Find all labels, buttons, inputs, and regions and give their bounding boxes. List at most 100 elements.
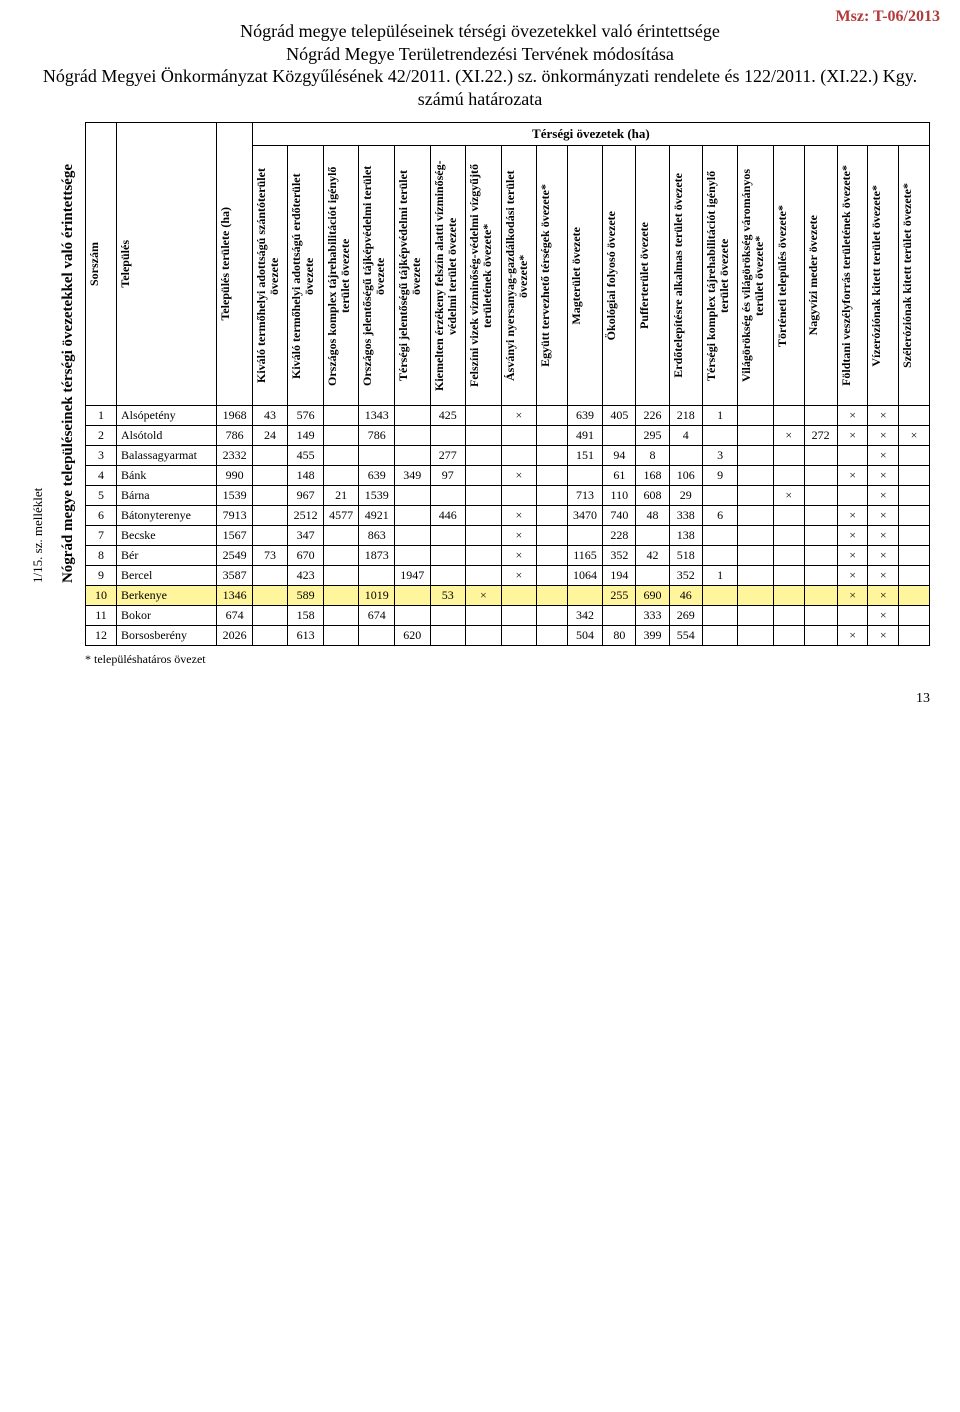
cell-value: [899, 606, 930, 626]
side-labels: 1/15. sz. melléklet Nógrád megye települ…: [30, 162, 77, 585]
cell-value: 690: [636, 586, 669, 606]
cell-value: [537, 526, 568, 546]
cell-value: [899, 586, 930, 606]
cell-value: [837, 446, 868, 466]
cell-value: ×: [501, 406, 537, 426]
cell-value: [323, 426, 359, 446]
cell-value: ×: [501, 506, 537, 526]
cell-value: [537, 506, 568, 526]
cell-value: ×: [501, 566, 537, 586]
appendix-label: 1/15. sz. melléklet: [30, 162, 46, 585]
row-number: 6: [86, 506, 117, 526]
cell-value: 97: [430, 466, 466, 486]
cell-value: 347: [288, 526, 324, 546]
cell-value: [899, 466, 930, 486]
cell-value: 674: [217, 606, 252, 626]
cell-value: [394, 546, 430, 566]
settlement-name: Bokor: [116, 606, 216, 626]
cell-value: [466, 566, 502, 586]
cell-value: [430, 526, 466, 546]
cell-value: [636, 526, 669, 546]
cell-value: [567, 526, 602, 546]
table-row: 4Bánk99014863934997×611681069××: [86, 466, 930, 486]
cell-value: ×: [837, 586, 868, 606]
header-line1: Nógrád megye településeinek térségi övez…: [30, 20, 930, 43]
cell-value: [899, 626, 930, 646]
cell-value: 277: [430, 446, 466, 466]
cell-value: 3: [702, 446, 738, 466]
cell-value: ×: [501, 546, 537, 566]
cell-value: 990: [217, 466, 252, 486]
cell-value: 42: [636, 546, 669, 566]
row-number: 1: [86, 406, 117, 426]
cell-value: 94: [603, 446, 636, 466]
cell-value: [773, 406, 804, 426]
cell-value: 333: [636, 606, 669, 626]
cell-value: [702, 626, 738, 646]
cell-value: [323, 546, 359, 566]
cell-value: [537, 486, 568, 506]
cell-value: [899, 566, 930, 586]
cell-value: 61: [603, 466, 636, 486]
cell-value: 554: [669, 626, 702, 646]
cell-value: 1947: [394, 566, 430, 586]
cell-value: 1567: [217, 526, 252, 546]
cell-value: [501, 606, 537, 626]
col-header: Térségi jelentőségű tájképvédelmi terüle…: [394, 146, 430, 406]
cell-value: 1: [702, 566, 738, 586]
cell-value: [899, 406, 930, 426]
col-header: Világörökség és világörökség várományos …: [738, 146, 774, 406]
cell-value: ×: [773, 426, 804, 446]
col-header: Kiváló termőhelyi adottságú szántóterüle…: [252, 146, 288, 406]
cell-value: ×: [868, 626, 899, 646]
cell-value: [501, 486, 537, 506]
col-header: Magterület övezete: [567, 146, 602, 406]
cell-value: [738, 526, 774, 546]
cell-value: 138: [669, 526, 702, 546]
cell-value: 272: [804, 426, 837, 446]
cell-value: [567, 586, 602, 606]
cell-value: [537, 426, 568, 446]
settlement-name: Alsópetény: [116, 406, 216, 426]
cell-value: [537, 406, 568, 426]
cell-value: [323, 446, 359, 466]
cell-value: [773, 546, 804, 566]
cell-value: [537, 546, 568, 566]
cell-value: [537, 586, 568, 606]
cell-value: [466, 426, 502, 446]
cell-value: 4: [669, 426, 702, 446]
cell-value: [603, 426, 636, 446]
cell-value: [252, 506, 288, 526]
cell-value: 1343: [359, 406, 395, 426]
cell-value: [394, 446, 430, 466]
cell-value: 1873: [359, 546, 395, 566]
row-number: 12: [86, 626, 117, 646]
cell-value: [738, 566, 774, 586]
row-number: 5: [86, 486, 117, 506]
cell-value: [359, 566, 395, 586]
cell-value: 8: [636, 446, 669, 466]
cell-value: 29: [669, 486, 702, 506]
cell-value: 168: [636, 466, 669, 486]
cell-value: [501, 626, 537, 646]
cell-value: 46: [669, 586, 702, 606]
cell-value: [252, 606, 288, 626]
settlement-name: Alsótold: [116, 426, 216, 446]
cell-value: 455: [288, 446, 324, 466]
cell-value: [738, 426, 774, 446]
col-header: Kiemelten érzékeny felszín alatti vízmin…: [430, 146, 466, 406]
cell-value: 21: [323, 486, 359, 506]
cell-value: [804, 586, 837, 606]
cell-value: [738, 606, 774, 626]
col-header: Együtt tervezhető térségek övezete*: [537, 146, 568, 406]
cell-value: [702, 586, 738, 606]
cell-value: [430, 606, 466, 626]
cell-value: [323, 526, 359, 546]
cell-value: 3470: [567, 506, 602, 526]
cell-value: 2512: [288, 506, 324, 526]
cell-value: 228: [603, 526, 636, 546]
row-number: 4: [86, 466, 117, 486]
col-header: Felszíni vizek vízminőség-védelmi vízgyű…: [466, 146, 502, 406]
cell-value: [773, 606, 804, 626]
cell-value: [430, 426, 466, 446]
